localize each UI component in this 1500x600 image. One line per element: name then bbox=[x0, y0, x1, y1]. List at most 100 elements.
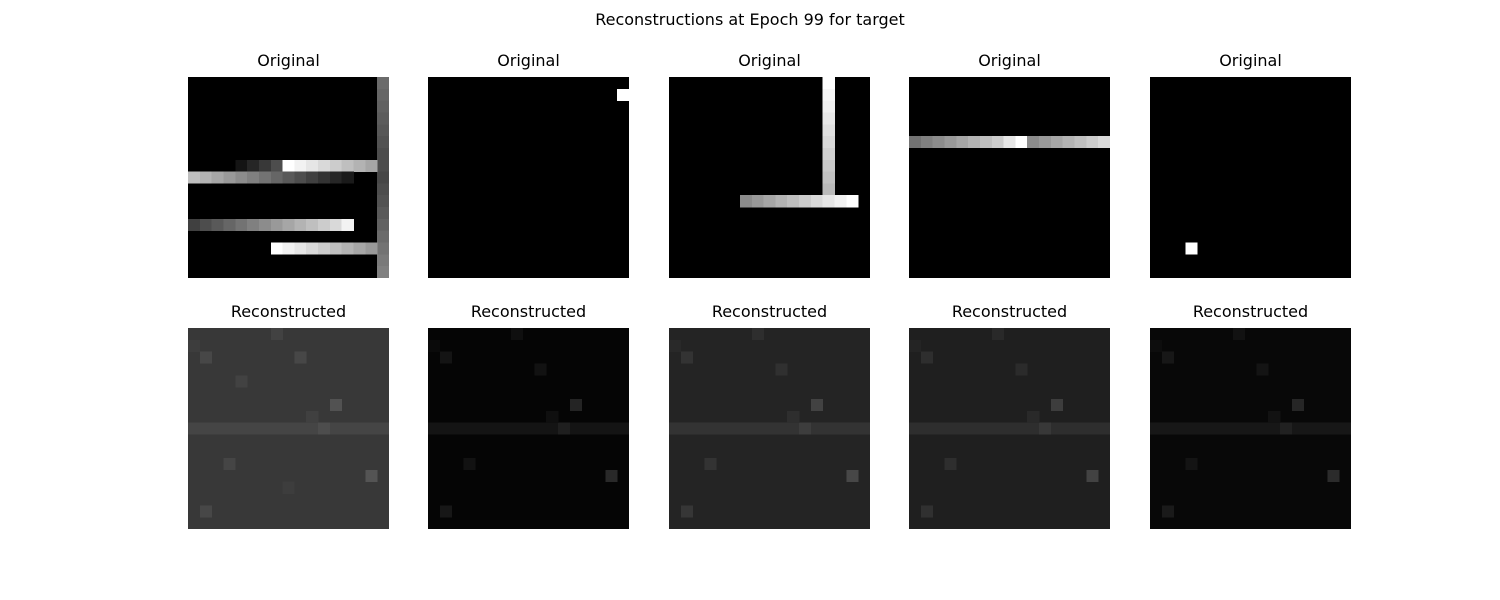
pixel-cell bbox=[1003, 136, 1016, 149]
pixel-cell bbox=[439, 505, 452, 518]
pixel-cell bbox=[258, 218, 272, 231]
pixel-cell bbox=[282, 242, 295, 255]
image-heatmap bbox=[669, 77, 870, 278]
pixel-cell bbox=[329, 242, 342, 255]
pixel-cell bbox=[920, 351, 933, 364]
pixel-cell bbox=[822, 100, 835, 113]
panel-title: Original bbox=[1219, 51, 1282, 70]
pixel-cell bbox=[318, 159, 331, 172]
pixel-cell bbox=[353, 159, 366, 172]
pixel-cell bbox=[341, 159, 354, 172]
pixel-cell bbox=[247, 159, 260, 172]
image-background bbox=[1150, 77, 1351, 278]
pixel-cell bbox=[822, 183, 835, 196]
pixel-cell bbox=[329, 398, 342, 412]
pixel-cell bbox=[810, 195, 823, 208]
pixel-cell bbox=[377, 183, 389, 196]
pixel-cell bbox=[199, 218, 212, 231]
pixel-cell bbox=[377, 124, 389, 137]
pixel-cell bbox=[377, 77, 389, 90]
pixel-cell bbox=[1327, 469, 1340, 482]
image-heatmap bbox=[909, 77, 1110, 278]
pixel-cell bbox=[909, 136, 922, 149]
reconstructed-panel-5: Reconstructed bbox=[1150, 302, 1351, 529]
pixel-cell bbox=[247, 171, 260, 184]
pixel-row-band bbox=[1150, 422, 1351, 435]
panel-title: Reconstructed bbox=[1192, 302, 1309, 321]
pixel-cell bbox=[1086, 136, 1099, 149]
pixel-cell bbox=[188, 218, 201, 231]
pixel-cell bbox=[377, 88, 389, 101]
pixel-cell bbox=[428, 339, 441, 352]
pixel-cell bbox=[920, 136, 933, 149]
reconstructed-panel-2: Reconstructed bbox=[428, 302, 629, 529]
pixel-cell bbox=[822, 195, 835, 208]
pixel-cell bbox=[377, 218, 389, 231]
original-panel-2: Original bbox=[428, 51, 629, 278]
pixel-cell bbox=[799, 195, 812, 208]
pixel-row-band bbox=[669, 422, 870, 435]
pixel-cell bbox=[329, 159, 342, 172]
pixel-cell bbox=[223, 458, 236, 471]
pixel-cell bbox=[558, 422, 571, 435]
pixel-cell bbox=[944, 458, 957, 471]
pixel-cell bbox=[822, 159, 835, 172]
image-background bbox=[669, 77, 870, 278]
pixel-cell bbox=[306, 410, 319, 423]
panel-title: Original bbox=[978, 51, 1041, 70]
pixel-cell bbox=[377, 112, 389, 125]
original-panel-1: Original bbox=[188, 51, 389, 278]
pixel-cell bbox=[270, 328, 283, 341]
reconstructed-panel-3: Reconstructed bbox=[669, 302, 870, 529]
panel-title: Reconstructed bbox=[470, 302, 587, 321]
pixel-cell bbox=[341, 218, 354, 231]
pixel-cell bbox=[463, 458, 476, 471]
pixel-cell bbox=[1150, 339, 1163, 352]
pixel-cell bbox=[235, 159, 248, 172]
pixel-cell bbox=[979, 136, 993, 149]
pixel-cell bbox=[377, 171, 389, 184]
pixel-cell bbox=[775, 195, 788, 208]
pixel-cell bbox=[377, 230, 389, 243]
pixel-cell bbox=[775, 363, 788, 376]
pixel-cell bbox=[968, 136, 981, 149]
pixel-cell bbox=[920, 505, 933, 518]
image-heatmap bbox=[188, 77, 389, 278]
pixel-cell bbox=[306, 218, 319, 231]
image-heatmap bbox=[428, 77, 629, 278]
pixel-cell bbox=[787, 195, 800, 208]
image-heatmap bbox=[909, 328, 1110, 529]
figure-title: Reconstructions at Epoch 99 for target bbox=[595, 10, 905, 29]
pixel-row-band bbox=[188, 422, 389, 435]
pixel-cell bbox=[605, 469, 618, 482]
image-background bbox=[909, 77, 1110, 278]
pixel-cell bbox=[188, 171, 201, 184]
pixel-cell bbox=[909, 339, 922, 352]
pixel-cell bbox=[318, 422, 331, 435]
pixel-cell bbox=[294, 218, 307, 231]
pixel-cell bbox=[1027, 410, 1040, 423]
pixel-cell bbox=[846, 195, 859, 208]
pixel-cell bbox=[258, 171, 272, 184]
pixel-cell bbox=[377, 242, 389, 255]
pixel-cell bbox=[1050, 398, 1063, 412]
pixel-cell bbox=[1062, 136, 1075, 149]
pixel-cell bbox=[365, 469, 378, 482]
pixel-cell bbox=[270, 242, 283, 255]
pixel-cell bbox=[1161, 351, 1174, 364]
pixel-cell bbox=[1015, 136, 1028, 149]
image-background bbox=[428, 77, 629, 278]
pixel-cell bbox=[353, 242, 366, 255]
pixel-cell bbox=[834, 195, 847, 208]
pixel-cell bbox=[247, 218, 260, 231]
pixel-cell bbox=[1185, 242, 1198, 255]
pixel-cell bbox=[270, 159, 283, 172]
pixel-cell bbox=[822, 136, 835, 149]
pixel-cell bbox=[822, 171, 835, 184]
image-heatmap bbox=[1150, 77, 1351, 278]
pixel-cell bbox=[365, 159, 378, 172]
panel-title: Original bbox=[257, 51, 320, 70]
reconstructed-panel-1: Reconstructed bbox=[188, 302, 389, 529]
pixel-cell bbox=[306, 159, 319, 172]
pixel-cell bbox=[377, 147, 389, 161]
